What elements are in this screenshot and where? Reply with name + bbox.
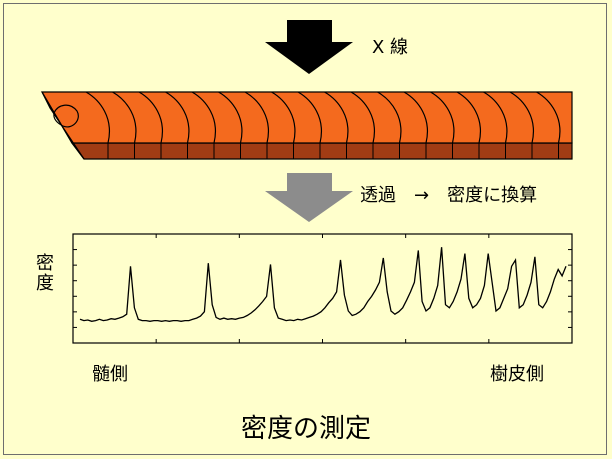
conversion-arrow-icon [265,173,353,222]
xray-arrow-icon [265,20,353,74]
growth-ring-line [483,91,508,144]
wood-side-face [70,142,573,160]
growth-ring-line [456,91,481,144]
growth-ring-line [350,91,375,144]
growth-ring-line [191,91,216,144]
caption-title: 密度の測定 [240,414,371,444]
frame-border [3,3,607,455]
bark-side-label: 樹皮側 [490,364,544,385]
density-chart [72,233,573,344]
growth-ring-line [138,91,163,144]
wood-sample [40,91,573,160]
growth-ring-line [218,91,243,144]
growth-ring-line [85,91,110,144]
growth-rings [85,91,561,144]
growth-ring-line [377,91,402,144]
growth-ring-line [244,91,269,144]
growth-ring-line [536,91,561,144]
growth-ring-line [430,91,455,144]
growth-ring-line [271,91,296,144]
transmission-label: 透過 → 密度に換算 [360,185,538,206]
growth-ring-line [324,91,349,144]
density-series-line [79,247,567,322]
growth-ring-line [112,91,137,144]
side-ring-lines [107,143,559,159]
growth-ring-line [509,91,534,144]
growth-ring-line [297,91,322,144]
density-axis-label: 密度 [33,253,54,293]
pith-ring [53,104,79,128]
growth-ring-line [165,91,190,144]
wood-top-face [40,91,573,144]
growth-ring-line [403,91,428,144]
xray-label: X 線 [372,37,409,58]
chart-plot-area [72,233,573,344]
pith-side-label: 髄側 [92,364,128,385]
